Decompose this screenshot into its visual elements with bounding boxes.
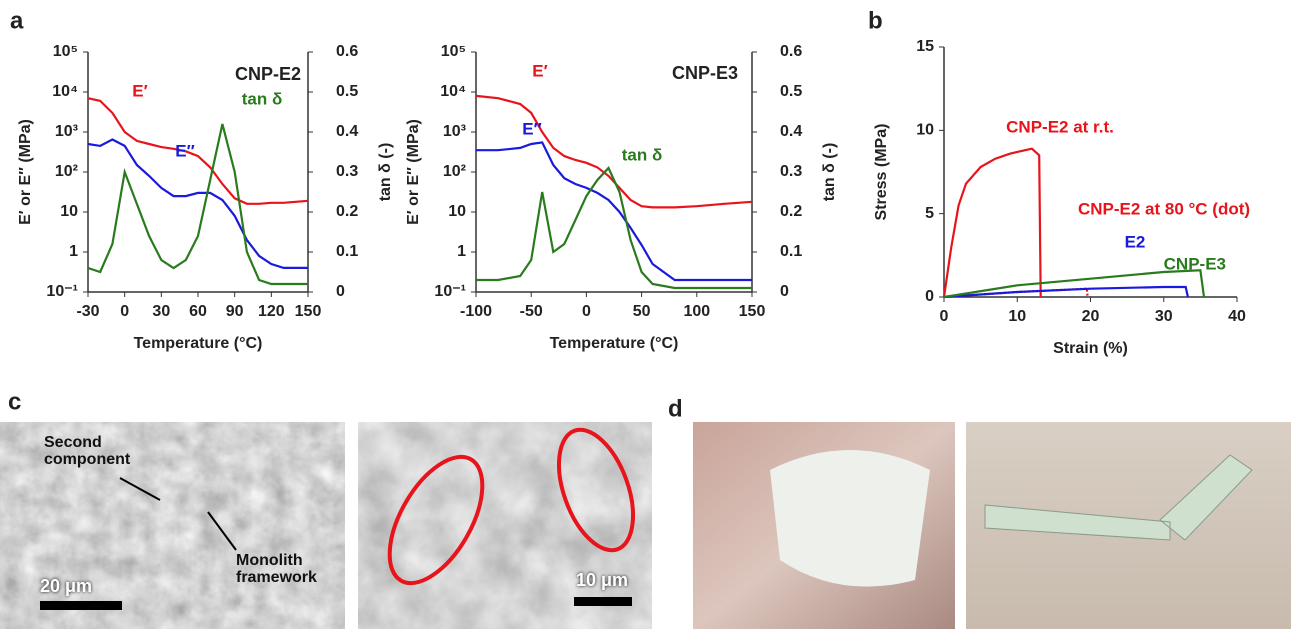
x-tick-label: 90 (226, 303, 244, 320)
photo-sample (770, 450, 930, 587)
y-tick-label: 10² (55, 163, 78, 180)
series-label: CNP-E3 (1164, 254, 1226, 273)
x-tick-label: 0 (582, 303, 591, 320)
scale-label: 10 μm (576, 572, 628, 589)
y-axis-label: E′ or E″ (MPa) (17, 119, 34, 225)
series-line (944, 270, 1204, 297)
y-tick-label: 10⁵ (53, 43, 78, 60)
series-label: E′ (532, 61, 547, 80)
y2-tick-label: 0.3 (780, 163, 802, 180)
series-label: tan δ (242, 89, 283, 108)
chart-title: CNP-E3 (672, 63, 738, 83)
scale-bar (574, 597, 632, 606)
panel-label: d (668, 395, 683, 422)
series-label: tan δ (622, 145, 663, 164)
y2-tick-label: 0.4 (780, 123, 802, 140)
panel-label: a (10, 7, 24, 34)
series-line (944, 149, 1041, 297)
x-tick-label: 0 (120, 303, 129, 320)
y-tick-label: 10³ (55, 123, 78, 140)
series-line (88, 124, 308, 284)
x-axis-label: Temperature (°C) (550, 335, 679, 352)
y2-axis-label: tan δ (-) (821, 143, 838, 202)
x-tick-label: 150 (295, 303, 322, 320)
series-label: E′ (132, 81, 147, 100)
y2-tick-label: 0.1 (780, 243, 802, 260)
y2-tick-label: 0.5 (780, 83, 802, 100)
scale-bar (40, 601, 122, 610)
x-tick-label: 150 (739, 303, 766, 320)
x-tick-label: 20 (1082, 308, 1100, 325)
panel-label: b (868, 7, 883, 34)
series-label: E″ (175, 141, 194, 160)
y2-tick-label: 0.2 (336, 203, 358, 220)
y-tick-label: 1 (69, 243, 78, 260)
y2-tick-label: 0.1 (336, 243, 358, 260)
series-label: E2 (1125, 232, 1146, 251)
y-tick-label: 10² (443, 163, 466, 180)
y-tick-label: 1 (457, 243, 466, 260)
figure-canvas: a b c d -30030609012015010⁻¹11010²10³10⁴… (0, 0, 1291, 629)
annotation: Second component (44, 434, 134, 468)
y2-tick-label: 0.2 (780, 203, 802, 220)
y2-tick-label: 0.6 (336, 43, 358, 60)
y-tick-label: 10⁻¹ (46, 283, 78, 300)
y-tick-label: 10⁴ (52, 83, 78, 100)
series-line (476, 96, 752, 207)
x-tick-label: 30 (152, 303, 170, 320)
y2-tick-label: 0 (336, 283, 345, 300)
chart-title: CNP-E2 (235, 64, 301, 84)
annotation: Monolith framework (236, 552, 336, 586)
y-tick-label: 10⁻¹ (434, 283, 466, 300)
y-tick-label: 10 (916, 122, 934, 139)
scale-label: 20 μm (40, 578, 92, 595)
x-tick-label: 60 (189, 303, 207, 320)
x-tick-label: 50 (633, 303, 651, 320)
series-label: CNP-E2 at 80 °C (dot) (1078, 199, 1250, 218)
x-axis-label: Strain (%) (1053, 340, 1128, 357)
x-tick-label: 0 (940, 308, 949, 325)
y2-tick-label: 0.4 (336, 123, 358, 140)
series-label: CNP-E2 at r.t. (1006, 117, 1114, 136)
y-tick-label: 10³ (443, 123, 466, 140)
x-axis-label: Temperature (°C) (134, 335, 263, 352)
y-axis-label: Stress (MPa) (873, 124, 890, 221)
panel-label: c (8, 388, 21, 415)
y-tick-label: 10⁴ (440, 83, 466, 100)
y2-axis-label: tan δ (-) (377, 143, 394, 202)
y-tick-label: 10⁵ (441, 43, 466, 60)
y-tick-label: 0 (925, 288, 934, 305)
y-axis-label: E′ or E″ (MPa) (405, 119, 422, 225)
x-tick-label: 120 (258, 303, 285, 320)
y-tick-label: 10 (448, 203, 466, 220)
x-tick-label: 10 (1008, 308, 1026, 325)
y2-tick-label: 0.3 (336, 163, 358, 180)
y2-tick-label: 0.6 (780, 43, 802, 60)
series-label: E″ (522, 119, 541, 138)
x-tick-label: -100 (460, 303, 492, 320)
x-tick-label: -50 (520, 303, 543, 320)
x-tick-label: 30 (1155, 308, 1173, 325)
y2-tick-label: 0.5 (336, 83, 358, 100)
x-tick-label: 100 (683, 303, 710, 320)
series-line (476, 168, 752, 288)
series-line (476, 142, 752, 280)
x-tick-label: 40 (1228, 308, 1246, 325)
y-tick-label: 15 (916, 38, 934, 55)
x-tick-label: -30 (76, 303, 99, 320)
y-tick-label: 5 (925, 205, 934, 222)
y-tick-label: 10 (60, 203, 78, 220)
figure: a b c d -30030609012015010⁻¹11010²10³10⁴… (0, 0, 1291, 629)
y2-tick-label: 0 (780, 283, 789, 300)
